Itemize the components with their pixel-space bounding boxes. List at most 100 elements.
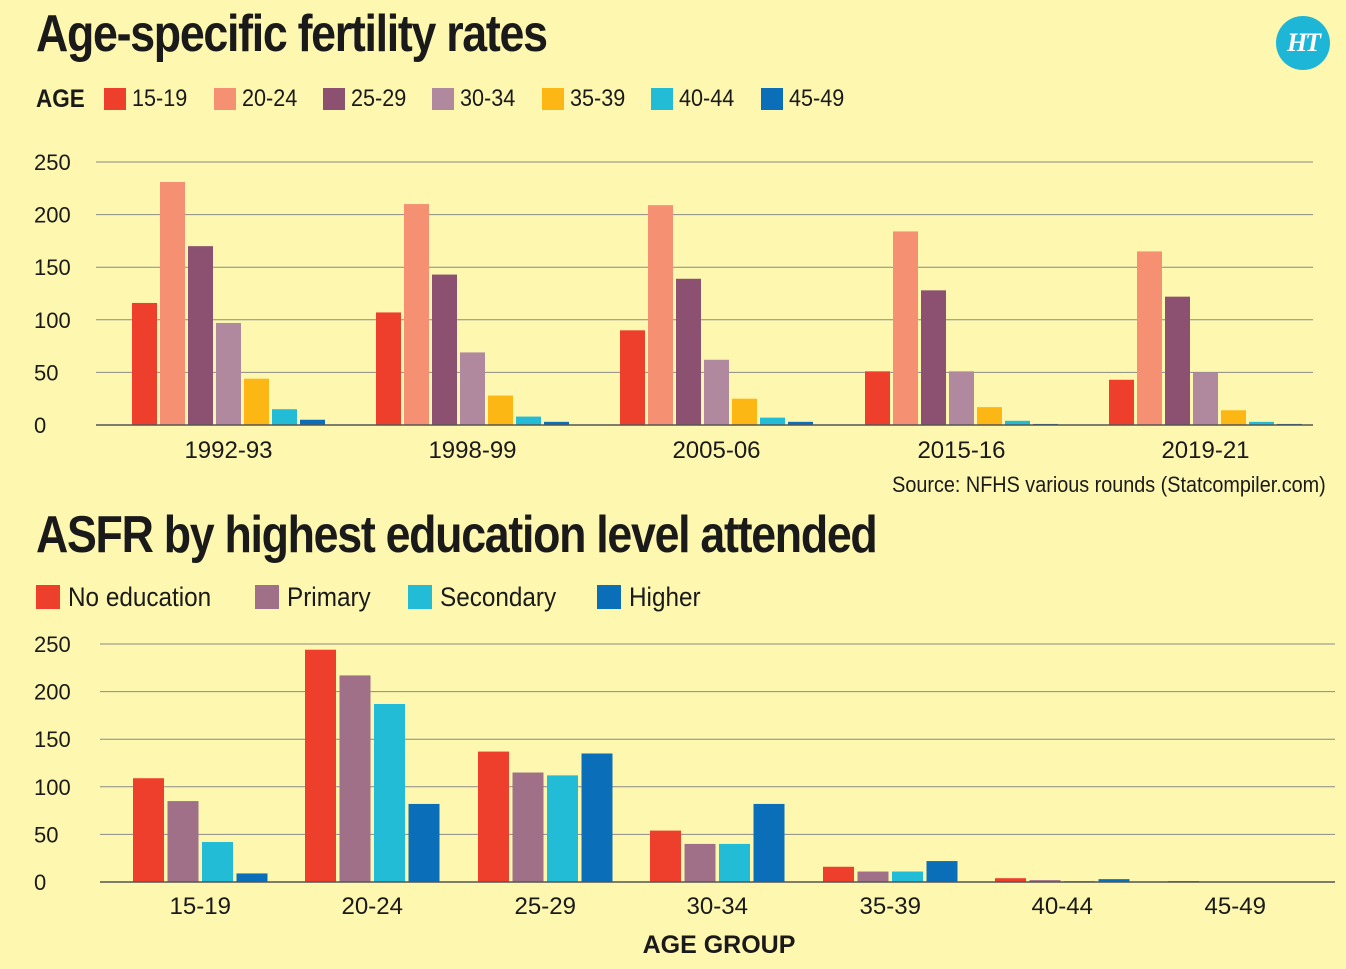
legend-swatch [213,88,236,110]
bar-15-19-higher [236,873,268,882]
legend-item-30-34: 30-34 [432,85,521,113]
y-tick-label: 150 [34,255,71,280]
bar-1998-99-20-24 [404,204,429,425]
legend-item-15-19: 15-19 [104,85,193,113]
legend-item-primary: Primary [255,582,380,613]
legend-swatch [541,88,564,110]
legend-swatch [36,585,60,609]
bar-25-29-higher [581,753,613,882]
legend-swatch [651,88,674,110]
legend-swatch [322,88,345,110]
x-category-label: 2019-21 [1161,437,1249,464]
bar-2005-06-40-44 [760,417,785,425]
ht-logo: HT [1276,16,1330,70]
x-category-label: 30-34 [687,893,748,920]
bar-2019-21-20-24 [1137,251,1162,425]
bar-35-39-secondary [892,871,923,882]
bar-2015-16-15-19 [865,371,890,425]
legend-label: 15-19 [132,85,188,112]
legend-label: 45-49 [788,85,844,112]
bar-20-24-higher [408,803,440,882]
bar-40-44-no-education [995,878,1026,882]
legend-label: 20-24 [241,85,297,112]
bar-15-19-no-education [133,778,164,882]
bar-2019-21-40-44 [1249,421,1274,425]
bar-1992-93-15-19 [132,302,157,425]
x-category-label: 40-44 [1032,893,1093,920]
source-note: Source: NFHS various rounds (Statcompile… [892,472,1326,497]
y-tick-label: 0 [34,413,46,438]
legend-label: Primary [287,581,371,612]
y-tick-label: 100 [34,308,71,333]
x-category-label: 25-29 [515,893,576,920]
y-tick-label: 50 [34,822,58,847]
bar-2005-06-45-49 [788,421,813,425]
bar-2005-06-25-29 [676,278,701,425]
legend-swatch [255,585,280,609]
legend-label: Higher [629,581,701,612]
bar-2019-21-35-39 [1221,410,1246,425]
bar-25-29-primary [512,772,544,882]
legend-label: 40-44 [679,85,735,112]
x-category-label: 1992-93 [184,437,272,464]
legend-label: No education [68,581,212,612]
x-category-label: 35-39 [860,893,921,920]
y-tick-label: 50 [34,360,58,385]
bar-20-24-primary [339,675,371,882]
bar-2019-21-30-34 [1193,372,1218,425]
y-tick-label: 100 [34,775,71,800]
chart1-legend: AGE 15-19 20-24 25-29 30-34 35-39 40-44 45-49 [36,82,870,116]
legend-label: Secondary [440,581,557,612]
legend-item-25-29: 25-29 [322,85,412,113]
legend-swatch [432,88,455,110]
bar-25-29-secondary [547,775,578,882]
bar-2005-06-20-24 [648,205,673,425]
bar-2005-06-15-19 [620,330,645,425]
bar-2005-06-35-39 [732,398,757,425]
bar-40-44-higher [1098,879,1130,882]
bar-1998-99-30-34 [460,352,485,425]
bar-35-39-higher [926,861,958,882]
x-axis-title: AGE GROUP [643,931,796,959]
y-tick-label: 250 [34,150,71,175]
legend-item-45-49: 45-49 [760,85,850,113]
bar-2015-16-25-29 [921,290,946,425]
bar-35-39-primary [857,871,889,882]
bar-2019-21-15-19 [1109,379,1134,425]
x-category-label: 15-19 [170,893,231,920]
legend-swatch [760,88,783,110]
y-tick-label: 250 [34,632,71,657]
x-category-label: 45-49 [1205,893,1266,920]
bar-2015-16-35-39 [977,407,1002,425]
bar-2005-06-30-34 [704,359,729,425]
legend-item-35-39: 35-39 [541,85,631,113]
legend-item-40-44: 40-44 [651,85,740,113]
bar-1992-93-30-34 [216,322,241,425]
legend-swatch [104,88,127,110]
bar-1992-93-25-29 [188,246,213,425]
legend-item-secondary: Secondary [408,582,569,613]
bar-1998-99-15-19 [376,312,401,425]
bar-25-29-no-education [478,751,509,882]
bar-2019-21-25-29 [1165,296,1190,425]
y-tick-label: 0 [34,870,46,895]
bar-30-34-higher [753,803,785,882]
legend-swatch [597,585,622,609]
legend-item-higher: Higher [597,582,709,613]
x-category-label: 20-24 [342,893,403,920]
legend-label: 35-39 [569,85,626,112]
legend-item-20-24: 20-24 [213,85,303,113]
bar-1998-99-25-29 [432,274,457,425]
chart2-svg: 0 50 100 150 200 250 15-19 20-24 25-29 30-34 35-39… [34,632,1335,959]
bar-30-34-secondary [719,843,750,882]
bar-1998-99-35-39 [488,395,513,425]
bar-1998-99-40-44 [516,416,541,425]
chart1-svg: 0 50 100 150 200 250 1992-93 1998-99 2005-06 2015… [34,150,1313,464]
y-tick-label: 200 [34,680,71,705]
x-category-label: 2005-06 [672,437,760,464]
legend-item-no-education: No education [36,582,227,613]
chart1-title: Age-specific fertility rates [36,5,548,63]
legend1-title: AGE [36,84,85,113]
y-tick-label: 150 [34,727,71,752]
bar-2015-16-40-44 [1005,420,1030,425]
